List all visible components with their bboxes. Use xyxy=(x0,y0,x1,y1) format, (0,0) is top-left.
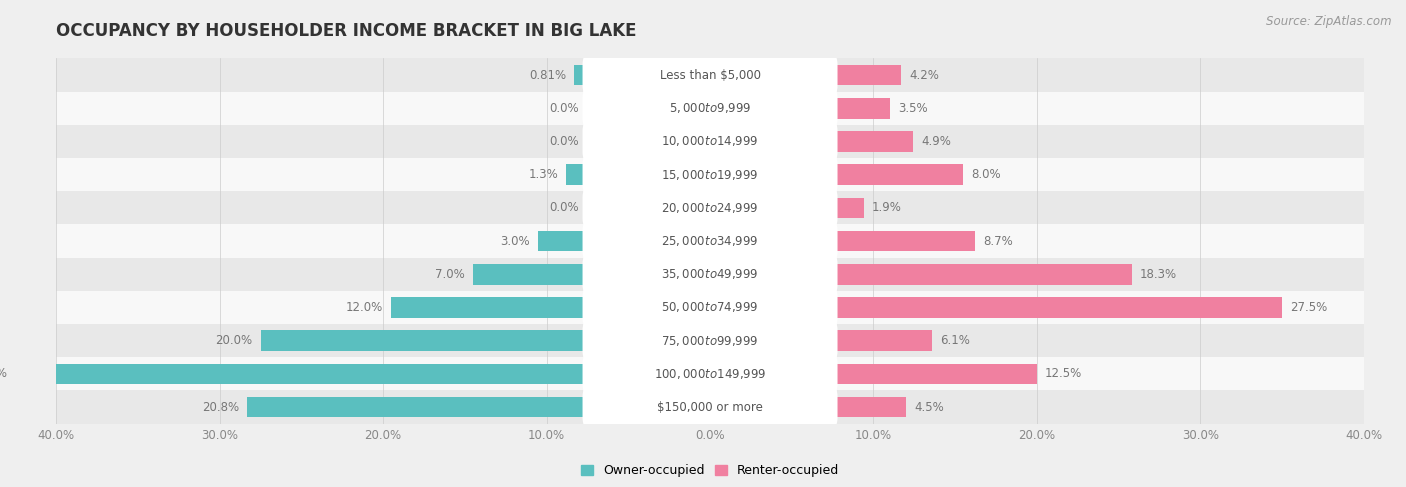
Text: 12.5%: 12.5% xyxy=(1045,367,1083,380)
Bar xyxy=(832,198,863,218)
Text: 4.9%: 4.9% xyxy=(921,135,950,148)
Text: 12.0%: 12.0% xyxy=(346,301,382,314)
Text: $75,000 to $99,999: $75,000 to $99,999 xyxy=(661,334,759,348)
Bar xyxy=(832,131,912,152)
Bar xyxy=(15,364,588,384)
FancyBboxPatch shape xyxy=(582,187,838,228)
Text: 1.3%: 1.3% xyxy=(529,168,558,181)
Bar xyxy=(832,364,1038,384)
Bar xyxy=(472,264,588,284)
Bar xyxy=(832,231,974,251)
Bar xyxy=(56,225,1364,258)
Text: 6.1%: 6.1% xyxy=(941,334,970,347)
Bar xyxy=(832,397,907,417)
Text: 0.0%: 0.0% xyxy=(550,102,579,115)
Text: 3.5%: 3.5% xyxy=(898,102,928,115)
Text: 7.0%: 7.0% xyxy=(434,268,465,281)
Text: Source: ZipAtlas.com: Source: ZipAtlas.com xyxy=(1267,15,1392,28)
FancyBboxPatch shape xyxy=(582,320,838,361)
Text: 18.3%: 18.3% xyxy=(1140,268,1177,281)
Text: 8.7%: 8.7% xyxy=(983,235,1012,247)
FancyBboxPatch shape xyxy=(582,387,838,428)
Text: 0.81%: 0.81% xyxy=(529,69,567,81)
Text: 0.0%: 0.0% xyxy=(550,135,579,148)
Bar xyxy=(574,65,588,85)
Text: 20.0%: 20.0% xyxy=(215,334,252,347)
Text: $10,000 to $14,999: $10,000 to $14,999 xyxy=(661,134,759,149)
Bar xyxy=(247,397,588,417)
Bar xyxy=(832,98,890,118)
Bar xyxy=(56,191,1364,225)
Bar xyxy=(832,264,1132,284)
Text: 4.2%: 4.2% xyxy=(910,69,939,81)
Bar xyxy=(832,65,901,85)
Bar xyxy=(56,58,1364,92)
Text: $100,000 to $149,999: $100,000 to $149,999 xyxy=(654,367,766,381)
Bar xyxy=(832,330,932,351)
Text: $150,000 or more: $150,000 or more xyxy=(657,401,763,413)
Text: $15,000 to $19,999: $15,000 to $19,999 xyxy=(661,168,759,182)
Text: 3.0%: 3.0% xyxy=(501,235,530,247)
Legend: Owner-occupied, Renter-occupied: Owner-occupied, Renter-occupied xyxy=(575,459,845,482)
Text: 8.0%: 8.0% xyxy=(972,168,1001,181)
Bar xyxy=(56,357,1364,391)
FancyBboxPatch shape xyxy=(582,254,838,295)
Text: 35.0%: 35.0% xyxy=(0,367,7,380)
Bar xyxy=(56,291,1364,324)
Text: OCCUPANCY BY HOUSEHOLDER INCOME BRACKET IN BIG LAKE: OCCUPANCY BY HOUSEHOLDER INCOME BRACKET … xyxy=(56,22,637,40)
Bar xyxy=(56,324,1364,357)
Text: $5,000 to $9,999: $5,000 to $9,999 xyxy=(669,101,751,115)
Text: Less than $5,000: Less than $5,000 xyxy=(659,69,761,81)
FancyBboxPatch shape xyxy=(582,121,838,162)
Bar xyxy=(260,330,588,351)
Bar xyxy=(56,125,1364,158)
Text: 0.0%: 0.0% xyxy=(550,201,579,214)
FancyBboxPatch shape xyxy=(582,287,838,328)
FancyBboxPatch shape xyxy=(582,354,838,394)
Text: $25,000 to $34,999: $25,000 to $34,999 xyxy=(661,234,759,248)
Bar xyxy=(538,231,588,251)
Bar xyxy=(832,297,1282,318)
FancyBboxPatch shape xyxy=(582,154,838,195)
FancyBboxPatch shape xyxy=(582,221,838,262)
Text: $20,000 to $24,999: $20,000 to $24,999 xyxy=(661,201,759,215)
Bar xyxy=(56,158,1364,191)
Text: 20.8%: 20.8% xyxy=(202,401,239,413)
Bar xyxy=(567,165,588,185)
Bar xyxy=(56,258,1364,291)
Text: 4.5%: 4.5% xyxy=(914,401,943,413)
Bar xyxy=(832,165,963,185)
Text: 1.9%: 1.9% xyxy=(872,201,901,214)
Text: $35,000 to $49,999: $35,000 to $49,999 xyxy=(661,267,759,281)
Text: $50,000 to $74,999: $50,000 to $74,999 xyxy=(661,300,759,315)
Bar xyxy=(56,391,1364,424)
FancyBboxPatch shape xyxy=(582,55,838,95)
FancyBboxPatch shape xyxy=(582,88,838,129)
Text: 27.5%: 27.5% xyxy=(1291,301,1327,314)
Bar xyxy=(56,92,1364,125)
Bar xyxy=(391,297,588,318)
